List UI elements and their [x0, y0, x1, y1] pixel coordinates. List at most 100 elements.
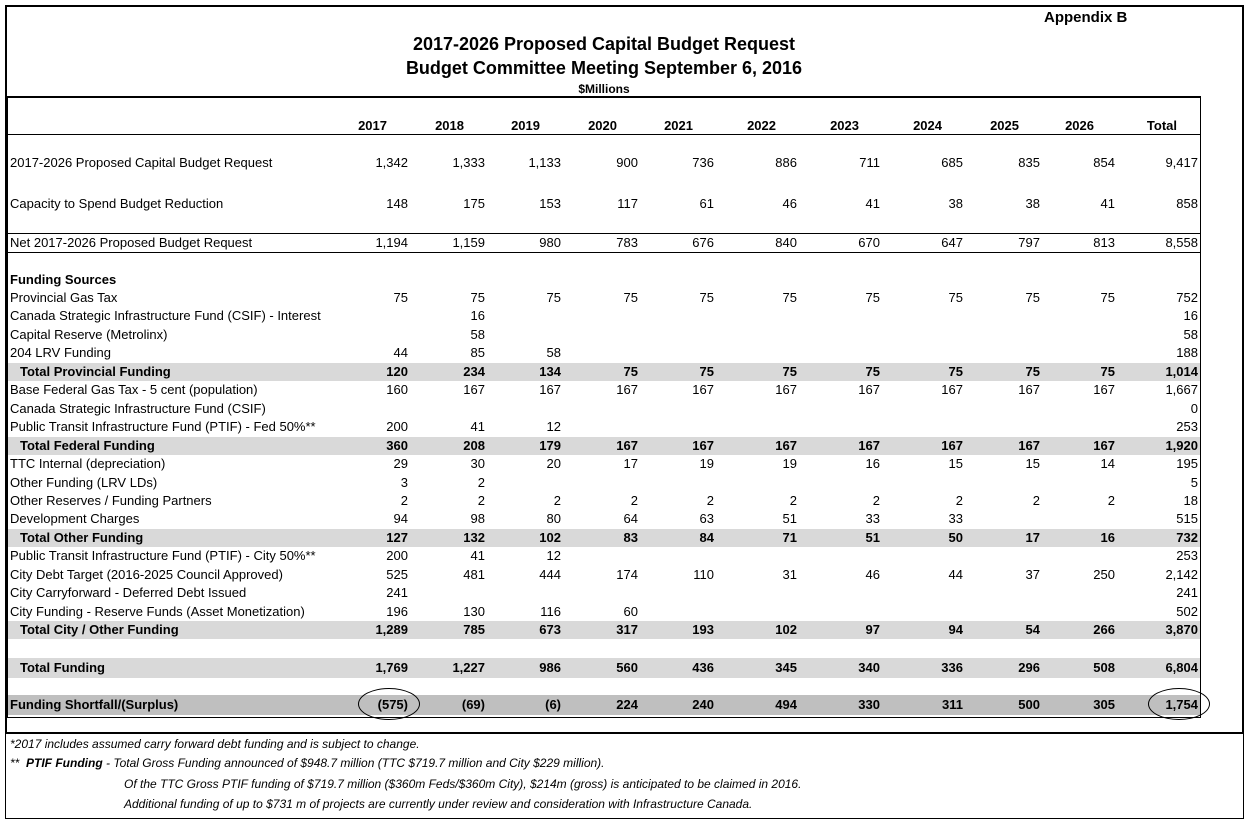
- cell: 436: [692, 660, 714, 675]
- column-header: 2021: [664, 118, 693, 133]
- cell: 1,769: [375, 660, 408, 675]
- cell: 75: [948, 290, 963, 305]
- cell: 116: [540, 603, 561, 619]
- column-header: 2020: [588, 118, 617, 133]
- cell: 132: [463, 529, 485, 545]
- cell: 84: [699, 529, 714, 545]
- row-label: 204 LRV Funding: [10, 345, 111, 361]
- cell: 75: [782, 290, 797, 305]
- cell: 75: [623, 363, 638, 379]
- cell: 19: [699, 456, 714, 472]
- cell: 3: [400, 474, 408, 490]
- cell: 502: [1176, 603, 1198, 619]
- cell: 736: [692, 155, 714, 170]
- cell: 110: [693, 566, 714, 582]
- cell: 130: [463, 603, 485, 619]
- cell: 785: [463, 622, 485, 638]
- section-heading: Funding Sources: [10, 272, 117, 287]
- notes-frame: [5, 733, 1244, 819]
- cell: 676: [692, 235, 714, 250]
- column-header: Total: [1146, 118, 1177, 133]
- cell: 167: [539, 382, 561, 398]
- cell: 51: [782, 511, 797, 527]
- cell: 174: [616, 566, 638, 582]
- cell: 167: [1093, 382, 1115, 398]
- cell: 30: [470, 456, 485, 472]
- cell: 75: [393, 290, 408, 305]
- row-label: Other Funding (LRV LDs): [10, 474, 158, 490]
- cell: (6): [545, 697, 561, 712]
- row-label: Total Provincial Funding: [20, 363, 171, 379]
- cell: 117: [617, 196, 638, 211]
- row-label: Funding Shortfall/(Surplus): [10, 697, 179, 712]
- cell: 9,417: [1165, 155, 1198, 170]
- cell: 515: [1176, 511, 1198, 527]
- cell: 2: [477, 474, 485, 490]
- cell: 330: [858, 697, 880, 712]
- cell: 1,159: [452, 235, 485, 250]
- cell: 797: [1018, 235, 1040, 250]
- cell: 75: [865, 290, 880, 305]
- cell: 2: [955, 492, 963, 508]
- cell: 200: [386, 548, 408, 564]
- cell: 508: [1093, 660, 1115, 675]
- cell: 783: [616, 235, 638, 250]
- row-label: Public Transit Infrastructure Fund (PTIF…: [10, 548, 316, 564]
- cell: 752: [1176, 290, 1198, 305]
- highlight-circle: [1148, 688, 1210, 720]
- column-header: 2018: [435, 118, 464, 133]
- row-label: Canada Strategic Infrastructure Fund (CS…: [10, 400, 266, 416]
- cell: 29: [393, 456, 408, 472]
- cell: 2: [400, 492, 408, 508]
- cell: 167: [1018, 437, 1040, 453]
- row-label: Development Charges: [10, 511, 140, 527]
- title: 2017-2026 Proposed Capital Budget Reques…: [412, 34, 796, 54]
- row-label: City Carryforward - Deferred Debt Issued: [10, 585, 247, 601]
- cell: 2: [630, 492, 638, 508]
- cell: 167: [941, 382, 963, 398]
- cell: 835: [1018, 155, 1040, 170]
- cell: 360: [386, 437, 408, 453]
- cell: 153: [539, 196, 561, 211]
- cell: 240: [692, 697, 714, 712]
- cell: 33: [948, 511, 963, 527]
- note-term: PTIF Funding: [26, 756, 103, 770]
- cell: 75: [948, 363, 963, 379]
- subtitle: Budget Committee Meeting September 6, 20…: [405, 58, 803, 78]
- cell: 167: [692, 437, 714, 453]
- row-label: Net 2017-2026 Proposed Budget Request: [10, 235, 253, 250]
- row-label: Provincial Gas Tax: [10, 290, 118, 305]
- rule: [7, 96, 8, 718]
- cell: 241: [386, 585, 408, 601]
- cell: 673: [539, 622, 561, 638]
- cell: 98: [470, 511, 485, 527]
- cell: 33: [865, 511, 880, 527]
- cell: 19: [782, 456, 797, 472]
- cell: 44: [948, 566, 963, 582]
- cell: 224: [616, 697, 638, 712]
- cell: 160: [386, 382, 408, 398]
- cell: 167: [941, 437, 963, 453]
- cell: 12: [546, 548, 561, 564]
- cell: 336: [941, 660, 963, 675]
- cell: 986: [539, 660, 561, 675]
- cell: 44: [393, 345, 408, 361]
- cell: 195: [1176, 456, 1198, 472]
- units: $Millions: [578, 82, 630, 96]
- cell: 5: [1190, 474, 1198, 490]
- column-header: 2017: [358, 118, 387, 133]
- cell: 1,667: [1165, 382, 1198, 398]
- cell: 1,920: [1165, 437, 1198, 453]
- cell: 64: [623, 511, 638, 527]
- column-header: 2026: [1065, 118, 1094, 133]
- subtotal-shade: [8, 528, 1200, 547]
- note: Of the TTC Gross PTIF funding of $719.7 …: [124, 777, 802, 791]
- cell: 2: [1032, 492, 1040, 508]
- cell: 46: [782, 196, 797, 211]
- row-label: 2017-2026 Proposed Capital Budget Reques…: [10, 155, 273, 170]
- rule: [7, 717, 1200, 718]
- cell: 75: [470, 290, 485, 305]
- cell: 75: [1025, 363, 1040, 379]
- cell: 58: [1183, 326, 1198, 342]
- row-label: City Debt Target (2016-2025 Council Appr…: [10, 566, 283, 582]
